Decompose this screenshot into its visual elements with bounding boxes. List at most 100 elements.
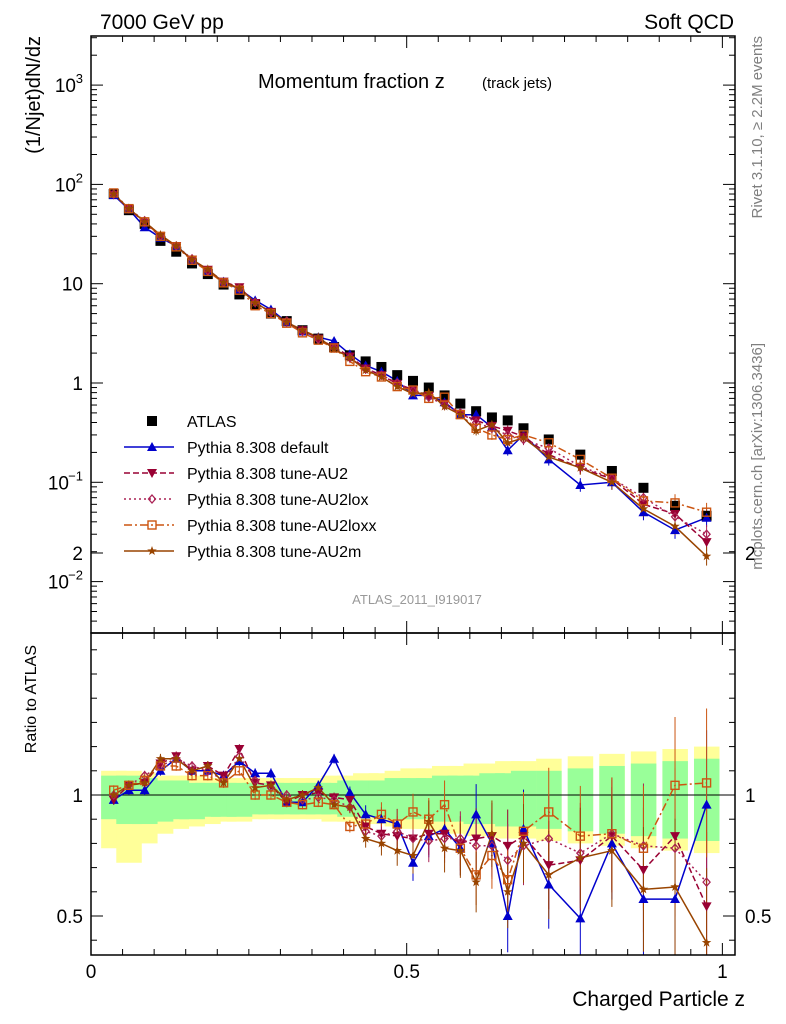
main-data-point xyxy=(575,449,586,460)
ratio-data-point xyxy=(702,877,711,888)
ratio-data-point xyxy=(282,794,292,804)
main-data-point xyxy=(377,370,386,381)
main-data-point xyxy=(360,365,371,375)
ratio-data-point xyxy=(360,809,371,819)
ratio-y-tick-label-right: 1 xyxy=(745,786,756,807)
analysis-watermark: ATLAS_2011_I919017 xyxy=(352,592,482,607)
ratio-data-point xyxy=(424,835,434,846)
main-data-point xyxy=(544,452,554,461)
plot-subtitle: (track jets) xyxy=(482,75,552,92)
ratio-y-tick-label: 0.5 xyxy=(57,907,83,928)
ratio-data-point xyxy=(670,780,680,791)
main-data-point xyxy=(670,498,680,508)
ratio-data-point xyxy=(503,855,513,866)
main-data-point xyxy=(701,512,712,522)
ratio-data-point xyxy=(344,787,355,797)
plot-title: Momentum fraction z xyxy=(258,71,445,93)
ratio-data-point xyxy=(439,843,450,853)
ratio-data-point xyxy=(543,879,554,889)
ratio-data-point xyxy=(607,829,617,839)
main-data-point xyxy=(155,229,166,239)
ratio-data-point xyxy=(487,840,497,851)
legend-label: ATLAS xyxy=(187,414,237,431)
ratio-data-point xyxy=(345,802,355,812)
ratio-data-point xyxy=(638,894,649,904)
ratio-data-point xyxy=(502,911,513,920)
ratio-series-line xyxy=(113,747,708,907)
ratio-data-point xyxy=(408,850,418,860)
main-data-point xyxy=(544,438,554,448)
ratio-data-point xyxy=(519,840,528,851)
ratio-data-point xyxy=(670,894,681,904)
ratio-data-point xyxy=(376,838,387,848)
main-data-point xyxy=(392,370,403,381)
ratio-data-point xyxy=(701,799,712,809)
ratio-data-point xyxy=(543,861,554,871)
main-data-point xyxy=(455,398,466,409)
legend-label: Pythia 8.308 tune-AU2m xyxy=(187,544,361,561)
header-right: Soft QCD xyxy=(644,11,734,34)
main-data-point xyxy=(250,297,260,308)
ratio-data-point xyxy=(701,937,712,947)
ratio-data-point xyxy=(360,833,371,843)
ratio-data-point xyxy=(455,833,465,844)
main-data-point xyxy=(345,352,355,362)
main-data-point xyxy=(109,189,119,199)
main-data-point xyxy=(203,264,213,274)
y-tick-label: 10 xyxy=(48,473,69,494)
ratio-data-point xyxy=(701,778,712,788)
ratio-data-point xyxy=(471,840,481,851)
main-data-point xyxy=(234,283,245,293)
main-data-point xyxy=(440,400,449,411)
ratio-y-tick-label: 1 xyxy=(72,786,83,807)
main-data-point xyxy=(297,325,308,335)
x-tick-label: 0.5 xyxy=(393,962,419,983)
header-left: 7000 GeV pp xyxy=(100,11,224,34)
main-data-point xyxy=(471,416,482,426)
ratio-data-point xyxy=(638,866,649,876)
ratio-data-point xyxy=(203,770,213,781)
ratio-data-point xyxy=(139,785,150,795)
ratio-data-point xyxy=(424,816,434,826)
main-series-line xyxy=(113,192,707,513)
ratio-data-point xyxy=(471,809,482,819)
ratio-data-point xyxy=(234,753,245,763)
ratio-data-point xyxy=(329,799,339,809)
ratio-data-point xyxy=(503,886,513,896)
ratio-data-point xyxy=(392,819,402,829)
legend-marker xyxy=(147,416,157,426)
ratio-data-point xyxy=(544,869,554,879)
legend: ATLAS Pythia 8.308 default Pythia 8.308 tu… xyxy=(124,414,376,561)
main-data-point xyxy=(187,254,197,264)
mcplots-label: mcplots.cern.ch [arXiv:1306.3436] xyxy=(749,343,766,570)
main-data-point xyxy=(187,253,197,264)
ratio-data-point xyxy=(575,913,586,923)
main-data-point xyxy=(124,203,134,213)
main-data-point xyxy=(575,479,586,489)
ratio-data-point xyxy=(575,831,586,841)
ratio-data-point xyxy=(234,766,245,776)
y-axis-label: (1/Njet)dN/dz xyxy=(23,36,45,154)
main-data-point xyxy=(518,432,529,442)
legend-marker xyxy=(147,494,157,504)
ratio-data-point xyxy=(234,745,245,755)
ratio-data-point xyxy=(670,832,681,842)
ratio-data-point xyxy=(109,790,119,799)
ratio-data-point xyxy=(392,845,402,855)
main-data-point xyxy=(171,240,181,250)
ratio-data-point xyxy=(607,845,617,855)
main-data-point xyxy=(455,409,466,419)
ratio-data-point xyxy=(218,777,229,787)
ratio-markers xyxy=(108,745,712,947)
main-data-point xyxy=(487,419,497,429)
ratio-data-point xyxy=(297,790,308,799)
main-data-point xyxy=(502,445,513,455)
ratio-data-point xyxy=(670,843,680,854)
main-markers xyxy=(108,188,712,561)
main-data-point xyxy=(439,401,450,411)
main-data-point xyxy=(487,430,497,440)
ratio-data-point xyxy=(502,841,513,851)
ratio-data-point xyxy=(344,795,355,805)
legend-label: Pythia 8.308 tune-AU2lox xyxy=(187,492,368,509)
